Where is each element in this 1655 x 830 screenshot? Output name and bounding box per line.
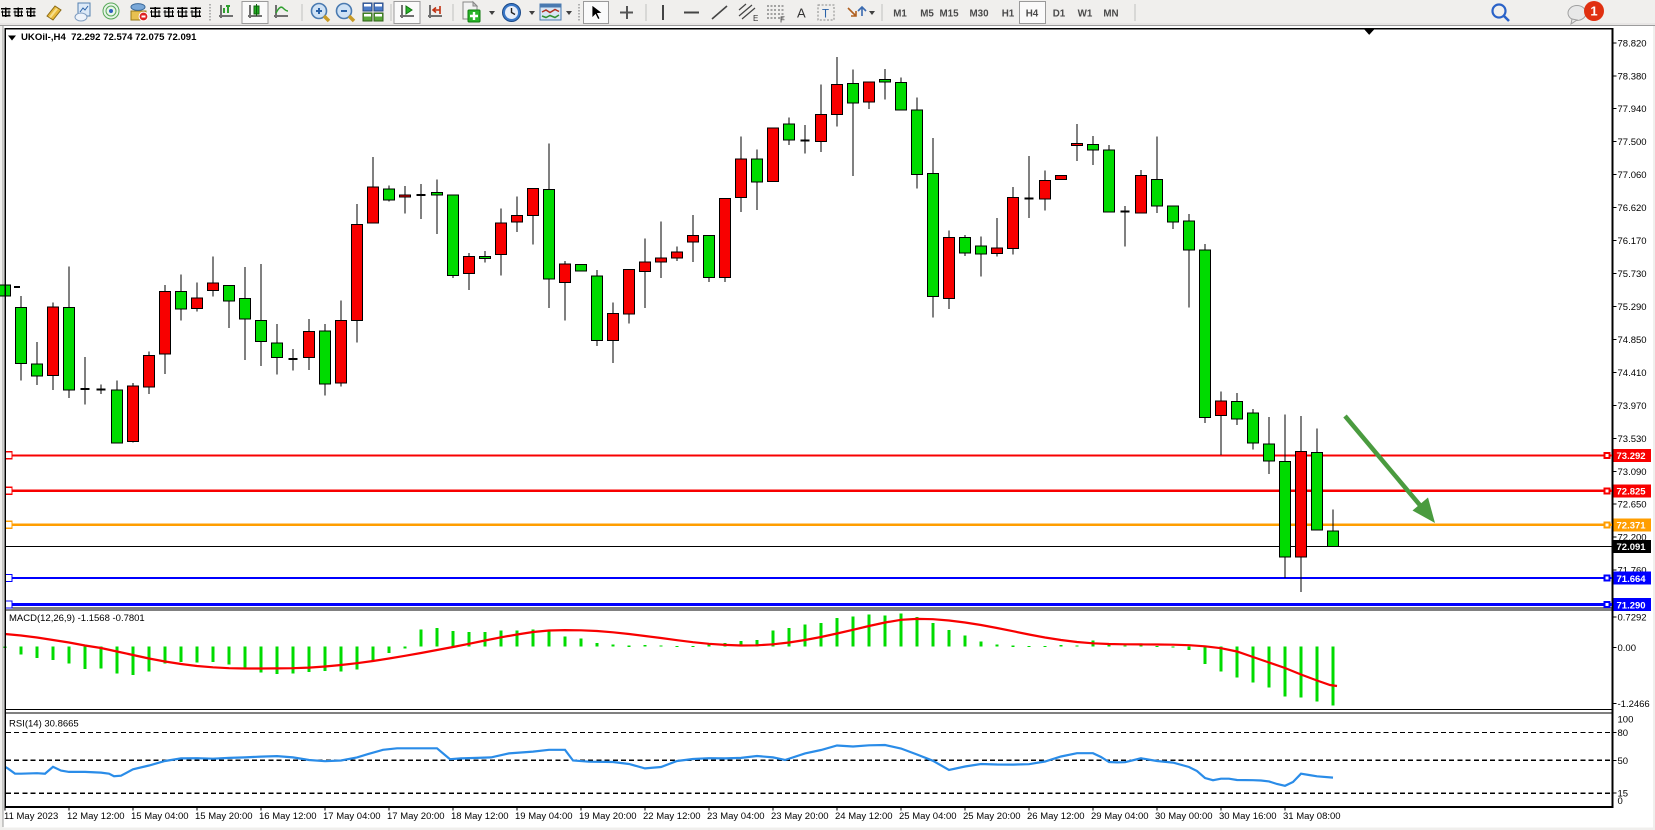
svg-text:M30: M30 (969, 9, 989, 20)
svg-text:22 May 12:00: 22 May 12:00 (643, 811, 701, 822)
svg-text:23 May 04:00: 23 May 04:00 (707, 811, 765, 822)
svg-text:73.530: 73.530 (1618, 434, 1647, 445)
svg-text:0.00: 0.00 (1618, 643, 1637, 654)
svg-text:80: 80 (1618, 728, 1629, 739)
svg-text:-1.2466: -1.2466 (1618, 699, 1650, 710)
svg-text:MACD(12,26,9) -1.1568 -0.7801: MACD(12,26,9) -1.1568 -0.7801 (9, 613, 145, 624)
svg-text:19 May 20:00: 19 May 20:00 (579, 811, 637, 822)
svg-text:30 May 00:00: 30 May 00:00 (1155, 811, 1213, 822)
svg-text:F: F (780, 16, 785, 25)
svg-text:78.380: 78.380 (1618, 71, 1647, 82)
svg-text:72.371: 72.371 (1617, 521, 1647, 532)
svg-text:77.060: 77.060 (1618, 170, 1647, 181)
svg-text:73.292: 73.292 (1617, 451, 1646, 462)
svg-text:RSI(14) 30.8665: RSI(14) 30.8665 (9, 719, 79, 730)
svg-text:78.820: 78.820 (1618, 38, 1647, 49)
svg-text:72.650: 72.650 (1618, 500, 1647, 511)
svg-text:23 May 20:00: 23 May 20:00 (771, 811, 829, 822)
svg-text:M1: M1 (893, 9, 907, 20)
svg-text:D1: D1 (1053, 9, 1066, 20)
svg-text:18 May 12:00: 18 May 12:00 (451, 811, 509, 822)
svg-text:72.091: 72.091 (1617, 542, 1647, 553)
svg-text:29 May 04:00: 29 May 04:00 (1091, 811, 1149, 822)
svg-text:77.940: 77.940 (1618, 104, 1647, 115)
svg-text:12 May 12:00: 12 May 12:00 (67, 811, 125, 822)
svg-text:25 May 20:00: 25 May 20:00 (963, 811, 1021, 822)
svg-text:31 May 08:00: 31 May 08:00 (1283, 811, 1341, 822)
svg-text:76.620: 76.620 (1618, 203, 1647, 214)
svg-text:MN: MN (1103, 9, 1118, 20)
svg-text:11 May 2023: 11 May 2023 (4, 811, 58, 822)
svg-text:74.850: 74.850 (1618, 335, 1647, 346)
svg-text:50: 50 (1618, 756, 1629, 767)
svg-text:A: A (797, 6, 806, 21)
svg-text:71.290: 71.290 (1617, 600, 1646, 611)
svg-text:17 May 20:00: 17 May 20:00 (387, 811, 445, 822)
svg-text:100: 100 (1618, 715, 1634, 726)
svg-text:30 May 16:00: 30 May 16:00 (1219, 811, 1277, 822)
svg-text:26 May 12:00: 26 May 12:00 (1027, 811, 1085, 822)
svg-text:15 May 20:00: 15 May 20:00 (195, 811, 253, 822)
svg-text:W1: W1 (1078, 9, 1093, 20)
svg-text:25 May 04:00: 25 May 04:00 (899, 811, 957, 822)
svg-text:76.170: 76.170 (1618, 236, 1647, 247)
svg-text:E: E (753, 14, 758, 23)
svg-text:75.290: 75.290 (1618, 302, 1647, 313)
svg-text:UKOil-,H4 72.292 72.574 72.07: UKOil-,H4 72.292 72.574 72.075 72.091 (21, 32, 197, 43)
svg-text:1: 1 (1590, 4, 1597, 19)
svg-text:71.760: 71.760 (1618, 566, 1647, 577)
svg-text:73.090: 73.090 (1618, 467, 1647, 478)
svg-text:74.410: 74.410 (1618, 368, 1647, 379)
svg-text:72.200: 72.200 (1618, 533, 1647, 544)
svg-text:17 May 04:00: 17 May 04:00 (323, 811, 381, 822)
svg-text:15: 15 (1618, 789, 1629, 800)
svg-text:77.500: 77.500 (1618, 137, 1647, 148)
svg-text:M5: M5 (920, 9, 934, 20)
svg-text:H4: H4 (1026, 9, 1039, 20)
svg-text:M15: M15 (939, 9, 959, 20)
svg-text:71.664: 71.664 (1617, 574, 1647, 585)
svg-text:16 May 12:00: 16 May 12:00 (259, 811, 317, 822)
svg-text:19 May 04:00: 19 May 04:00 (515, 811, 573, 822)
svg-text:0: 0 (1618, 796, 1623, 807)
svg-text:T: T (822, 9, 829, 21)
svg-text:15 May 04:00: 15 May 04:00 (131, 811, 189, 822)
svg-text:24 May 12:00: 24 May 12:00 (835, 811, 893, 822)
svg-text:H1: H1 (1002, 9, 1015, 20)
svg-text:73.970: 73.970 (1618, 401, 1647, 412)
svg-text:75.730: 75.730 (1618, 269, 1647, 280)
svg-text:0.7292: 0.7292 (1618, 612, 1647, 623)
svg-text:72.825: 72.825 (1617, 487, 1647, 498)
